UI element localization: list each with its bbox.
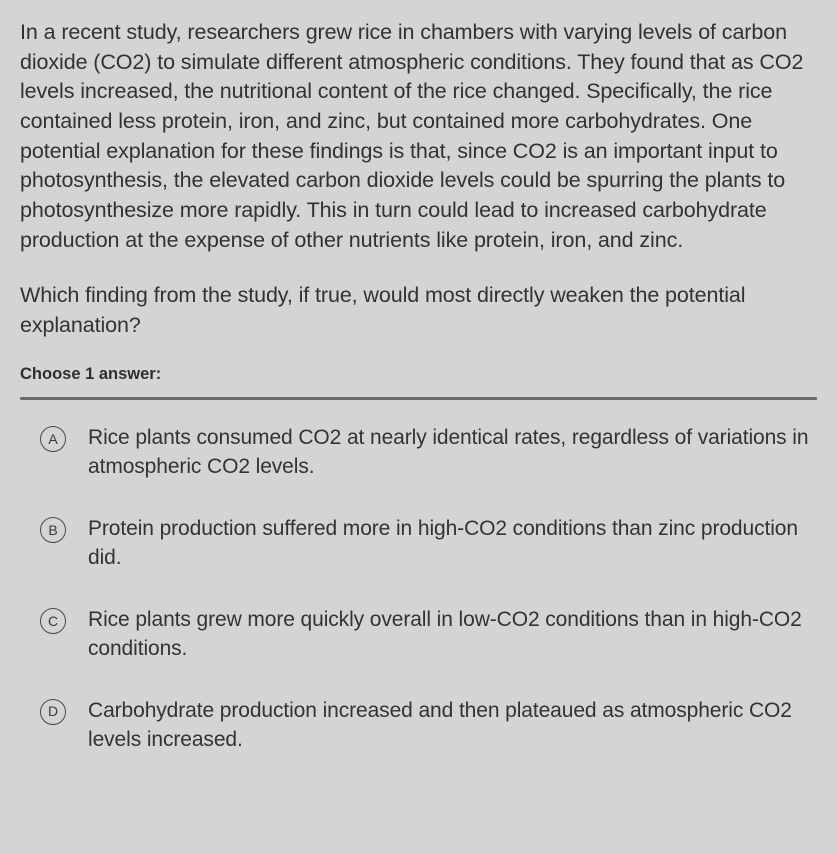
option-text: Carbohydrate production increased and th… [88,697,813,755]
option-text: Rice plants grew more quickly overall in… [88,606,813,664]
option-c[interactable]: C Rice plants grew more quickly overall … [20,590,817,681]
passage-text: In a recent study, researchers grew rice… [20,18,817,255]
question-text: Which finding from the study, if true, w… [20,281,817,340]
option-text: Protein production suffered more in high… [88,515,813,573]
option-letter-circle: A [40,426,66,452]
options-list: A Rice plants consumed CO2 at nearly ide… [20,408,817,772]
option-letter-circle: D [40,699,66,725]
option-a[interactable]: A Rice plants consumed CO2 at nearly ide… [20,408,817,499]
option-b[interactable]: B Protein production suffered more in hi… [20,499,817,590]
option-d[interactable]: D Carbohydrate production increased and … [20,681,817,772]
option-letter-circle: B [40,517,66,543]
option-letter-circle: C [40,608,66,634]
choose-instruction: Choose 1 answer: [20,363,817,386]
option-text: Rice plants consumed CO2 at nearly ident… [88,424,813,482]
options-divider [20,397,817,400]
